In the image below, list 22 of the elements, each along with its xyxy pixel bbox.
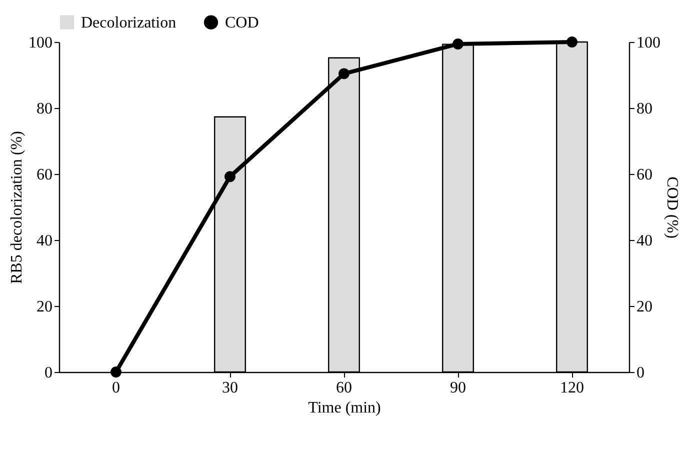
x-tick-label: 60	[336, 380, 352, 396]
y2-tick-label: 80	[636, 100, 652, 118]
x-tick-label: 30	[222, 380, 238, 396]
y2-tick-label: 40	[636, 232, 652, 250]
y2-tick-label: 60	[636, 166, 652, 184]
y-tick-label: 40	[36, 232, 52, 250]
y2-tick-label: 0	[636, 364, 644, 382]
x-axis-title: Time (min)	[308, 400, 381, 416]
y-axis-title: RB5 decolorization (%)	[8, 131, 26, 284]
legend-label: COD	[225, 14, 259, 32]
y-tick-label: 100	[28, 34, 52, 52]
y2-axis-title: COD (%)	[664, 176, 680, 238]
y2-tick-label: 100	[636, 34, 660, 52]
legend-label: Decolorization	[81, 14, 176, 32]
y-tick-label: 60	[36, 166, 52, 184]
y-tick-label: 80	[36, 100, 52, 118]
y-tick-label: 20	[36, 298, 52, 316]
x-tick-label: 90	[450, 380, 466, 396]
y-tick-label: 0	[44, 364, 52, 382]
x-tick-label: 0	[112, 380, 120, 396]
y2-tick-label: 20	[636, 298, 652, 316]
x-tick-label: 120	[560, 380, 584, 396]
